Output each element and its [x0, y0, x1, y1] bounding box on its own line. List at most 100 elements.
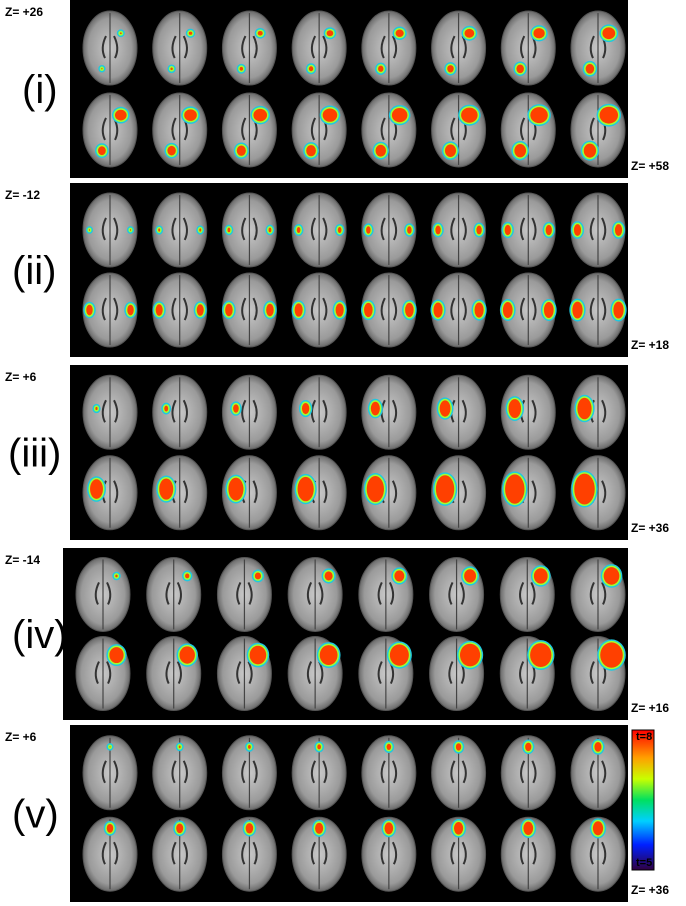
activation-core	[88, 229, 91, 231]
activation-core	[185, 573, 190, 579]
brain-ventricles	[448, 581, 465, 605]
brain-slice	[500, 92, 556, 168]
brain-slice	[152, 192, 208, 268]
activation-core	[439, 400, 451, 417]
brain-slice	[500, 455, 556, 531]
activation-core	[508, 399, 522, 418]
brain-slice	[569, 272, 627, 348]
brain-ventricles	[241, 217, 258, 241]
brain-slice	[291, 374, 347, 450]
activation-core	[254, 572, 262, 580]
activation-core	[266, 303, 274, 317]
brain-ventricles	[520, 217, 537, 241]
panel	[63, 548, 628, 720]
brain-slice	[361, 92, 417, 168]
activation-core	[317, 744, 321, 750]
z-top-label: Z= -14	[5, 553, 40, 567]
brain-ventricles	[520, 841, 537, 865]
brain-ventricles	[241, 760, 258, 784]
activation-core	[257, 30, 263, 36]
brain-slice	[221, 10, 277, 86]
activation-core	[297, 476, 314, 502]
activation-core	[533, 568, 548, 584]
brain-slice	[221, 192, 277, 268]
activation-core	[326, 30, 334, 37]
brain-slice	[361, 455, 417, 531]
activation-core	[523, 821, 534, 835]
brain-ventricles	[310, 35, 328, 59]
activation-core	[249, 645, 267, 665]
brain-ventricles	[241, 841, 258, 865]
activation-core	[378, 65, 384, 72]
activation-core	[435, 225, 441, 235]
brain-slice	[146, 636, 202, 712]
brain-slice	[570, 816, 626, 892]
activation-core	[294, 303, 303, 317]
brain-ventricles	[310, 399, 328, 423]
brain-ventricles	[380, 297, 398, 321]
brain-slice	[82, 455, 138, 531]
brain-ventricles	[589, 297, 607, 321]
brain-ventricles	[101, 297, 119, 321]
brain-slice	[570, 92, 626, 168]
panel-label: (iii)	[8, 432, 61, 476]
brain-slice	[291, 735, 347, 811]
brain-slice	[152, 92, 208, 168]
colorbar-min-label: t=5	[636, 857, 652, 869]
activation-core	[188, 31, 193, 35]
activation-core	[594, 742, 602, 752]
activation-core	[98, 146, 106, 156]
brain-slice	[358, 636, 414, 712]
brain-slice	[431, 816, 487, 892]
activation-core	[239, 66, 244, 71]
activation-core	[389, 644, 409, 666]
activation-core	[233, 404, 239, 413]
brain-slice	[221, 92, 277, 168]
activation-core	[106, 823, 114, 833]
panel	[70, 725, 628, 902]
brain-slice	[152, 735, 208, 811]
brain-ventricles	[171, 399, 188, 423]
activation-core	[614, 224, 623, 236]
activation-core	[170, 67, 173, 71]
brain-slice	[500, 10, 556, 86]
activation-core	[602, 27, 616, 40]
brain-slice	[499, 556, 555, 632]
activation-core	[109, 746, 111, 748]
brain-ventricles	[519, 581, 536, 605]
brain-slice	[358, 556, 414, 632]
activation-core	[574, 473, 595, 505]
brain-ventricles	[171, 35, 188, 59]
brain-slice	[146, 556, 202, 632]
activation-core	[227, 227, 231, 233]
activation-core	[592, 821, 604, 836]
activation-core	[459, 643, 481, 667]
brain-ventricles	[520, 297, 537, 321]
brain-slice	[429, 636, 485, 712]
brain-ventricles	[165, 661, 182, 685]
activation-core	[366, 476, 384, 503]
brain-slice	[75, 636, 131, 712]
brain-slice	[221, 374, 277, 450]
brain-slice	[431, 374, 487, 450]
brain-ventricles	[310, 217, 328, 241]
activation-core	[444, 144, 456, 157]
activation-core	[335, 303, 344, 317]
activation-core	[407, 226, 412, 234]
brain-ventricles	[450, 297, 467, 321]
panel-label: (ii)	[12, 249, 56, 293]
brain-slice	[216, 556, 272, 632]
z-top-label: Z= +6	[5, 370, 37, 384]
activation-core	[176, 823, 184, 834]
brain-ventricles	[380, 760, 398, 784]
brain-ventricles	[236, 661, 253, 685]
brain-slice	[291, 10, 347, 86]
brain-slice	[361, 272, 417, 348]
activation-core	[101, 68, 103, 70]
z-bottom-label: Z= +36	[631, 521, 669, 535]
activation-core	[159, 478, 174, 500]
activation-core	[573, 224, 582, 236]
brain-slice	[570, 735, 626, 811]
brain-slice	[82, 735, 138, 811]
